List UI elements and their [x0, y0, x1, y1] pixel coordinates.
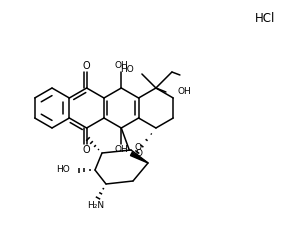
Text: OH: OH — [178, 87, 192, 96]
Text: OH: OH — [114, 61, 128, 71]
Text: H₂N: H₂N — [87, 201, 104, 209]
Text: O: O — [135, 142, 141, 152]
Text: O: O — [83, 145, 91, 155]
Text: OH: OH — [114, 146, 128, 154]
Text: HO: HO — [56, 166, 70, 174]
Text: O: O — [136, 149, 143, 159]
Text: HO: HO — [120, 66, 134, 74]
Polygon shape — [130, 153, 148, 163]
Text: O: O — [83, 61, 91, 71]
Text: HCl: HCl — [255, 13, 275, 26]
